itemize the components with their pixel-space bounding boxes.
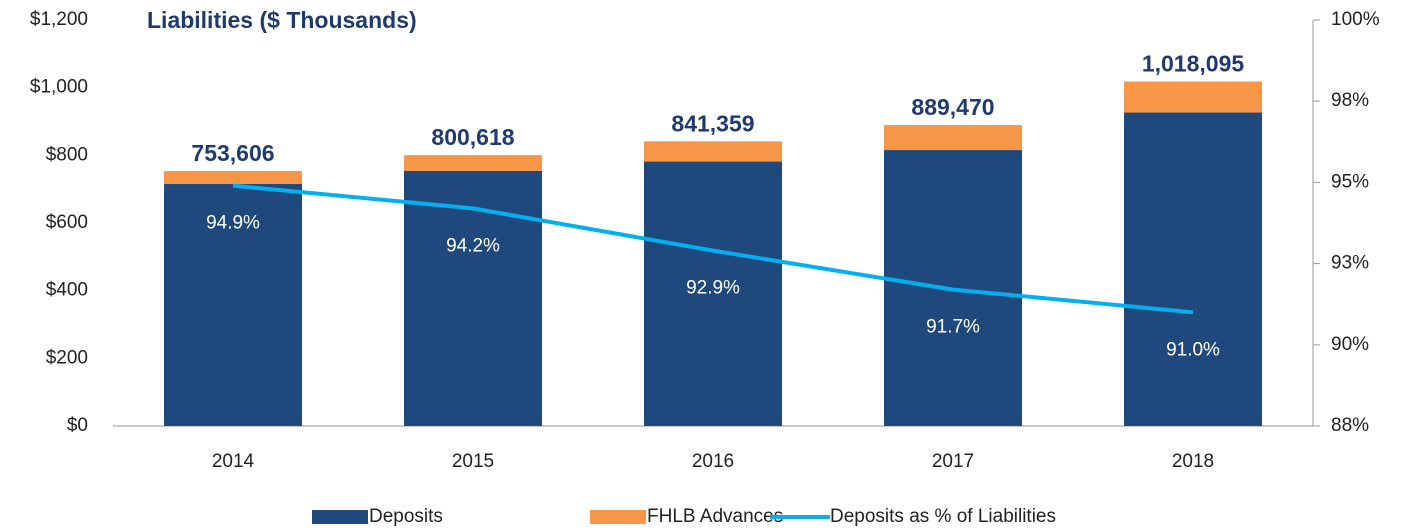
line-value-label: 94.2% [446,235,500,256]
bar-segment [644,161,782,427]
total-label: 1,018,095 [1142,51,1245,77]
line-series [232,183,1194,315]
total-label: 889,470 [911,94,994,120]
line-value-label: 91.7% [926,317,980,338]
x-tick-label: 2018 [1172,451,1214,472]
y-tick-label: $800 [46,144,88,165]
y-tick-label: $400 [46,280,88,301]
x-tick-label: 2014 [212,451,255,472]
bar-segment [1124,112,1262,426]
bar-segment [164,171,302,185]
total-label: 841,359 [671,110,754,136]
legend-label: FHLB Advances [647,506,783,527]
legend-label: Deposits [369,506,443,527]
bar-segment [404,170,542,426]
y2-tick-label: 98% [1331,90,1369,111]
bar-segment [644,141,782,162]
y-tick-label: $0 [67,415,88,436]
bar-segment [404,155,542,171]
bar-segment [164,184,302,426]
x-tick-label: 2015 [452,451,494,472]
x-tick-label: 2017 [932,451,974,472]
line-value-label: 91.0% [1166,339,1220,360]
y2-tick-label: 100% [1331,9,1380,30]
legend-swatch [590,510,646,524]
total-label: 800,618 [431,124,514,150]
y2-tick-label: 93% [1331,253,1369,274]
y2-tick-label: 90% [1331,334,1369,355]
total-label: 753,606 [191,140,274,166]
chart-title: Liabilities ($ Thousands) [147,7,417,33]
line-value-label: 92.9% [686,278,740,299]
y2-tick-label: 95% [1331,171,1369,192]
legend-label: Deposits as % of Liabilities [830,506,1056,527]
y-tick-label: $200 [46,347,88,368]
legend-swatch [312,510,368,524]
x-tick-label: 2016 [692,451,734,472]
y-tick-label: $1,200 [30,9,88,30]
y-tick-label: $1,000 [30,77,88,98]
bar-segment [884,125,1022,151]
bar-segment [1124,81,1262,113]
y2-tick-label: 88% [1331,415,1369,436]
y-tick-label: $600 [46,212,88,233]
line-value-label: 94.9% [206,213,260,234]
